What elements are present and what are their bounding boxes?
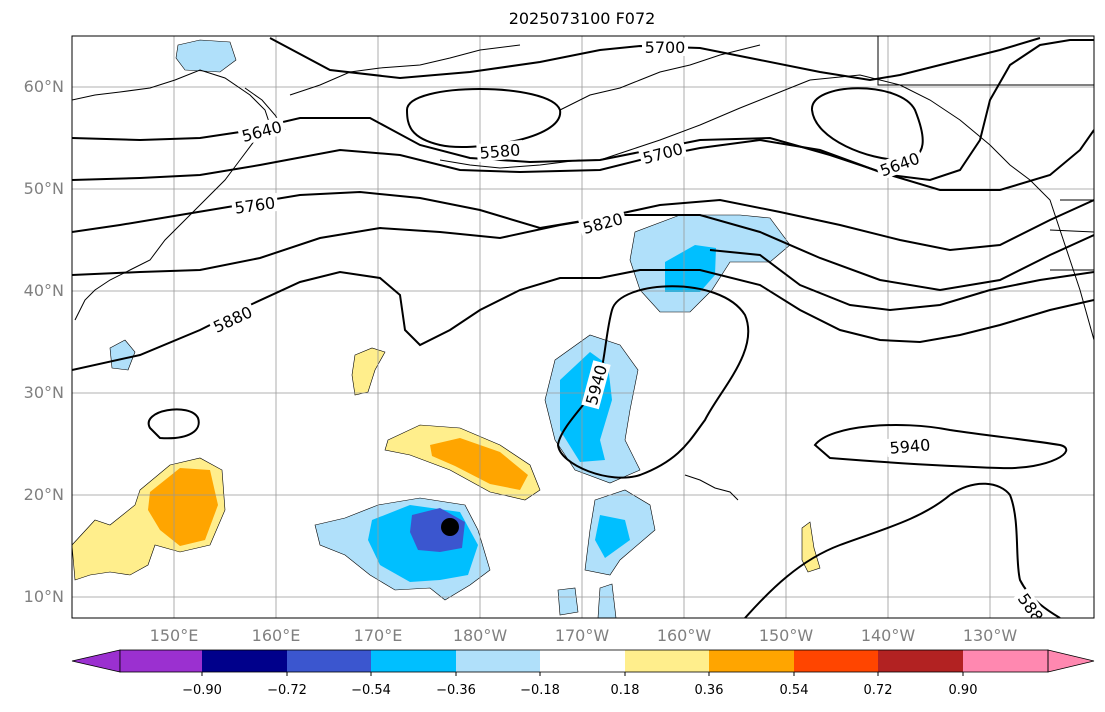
svg-text:5700: 5700: [645, 38, 686, 57]
contour-5880-se: [744, 482, 1061, 618]
anomaly-negative-weak: [597, 583, 617, 618]
latitude-label: 10°N: [23, 587, 64, 606]
longitude-label: 160°W: [656, 626, 712, 645]
coastline-alaska-peninsula: [599, 79, 811, 161]
svg-text:5640: 5640: [240, 117, 284, 146]
contour-label: 5760: [230, 192, 279, 218]
colorbar-tick-label: −0.54: [351, 683, 391, 698]
contour-5880-ne: [709, 249, 1094, 312]
contour-label: 5880: [207, 301, 258, 337]
anomaly-positive-weak: [801, 521, 821, 573]
contour-label: 5580: [476, 140, 524, 163]
longitude-label: 160°E: [251, 626, 301, 645]
colorbar-tick-label: −0.18: [520, 683, 560, 698]
svg-text:5880: 5880: [210, 302, 255, 336]
border-bc: [1049, 229, 1094, 233]
longitude-label: 150°E: [149, 626, 199, 645]
anomaly-negative-mid: [595, 515, 630, 558]
svg-text:5940: 5940: [889, 435, 931, 457]
longitude-label: 170°W: [554, 626, 610, 645]
colorbar-segment: [540, 650, 625, 672]
svg-text:5820: 5820: [581, 209, 625, 238]
contour-5640-east: [810, 87, 924, 162]
contour-5940-east: [813, 424, 1068, 470]
colorbar-tick-label: 0.18: [610, 683, 640, 698]
contour-5580: [405, 88, 562, 148]
contour-label: 5700: [642, 38, 688, 57]
colorbar-segment: [202, 650, 287, 672]
coastlines: [72, 36, 1094, 501]
svg-text:5580: 5580: [479, 140, 521, 162]
anomaly-negative-weak: [557, 587, 579, 616]
longitude-label: 180°W: [452, 626, 508, 645]
anomaly-negative-weak: [109, 339, 136, 371]
longitude-label: 130°W: [962, 626, 1018, 645]
gridlines: [72, 36, 1094, 618]
longitude-label: 140°W: [860, 626, 916, 645]
latitude-label: 30°N: [23, 383, 64, 402]
contour-5880: [72, 269, 1094, 371]
colorbar-segment: [456, 650, 540, 672]
contour-label: 5820: [578, 208, 628, 238]
coastline-hawaii: [684, 474, 739, 501]
colorbar-tick-label: −0.36: [436, 683, 476, 698]
anomaly-negative-mid: [665, 245, 716, 292]
latitude-label: 50°N: [23, 179, 64, 198]
colorbar: [71, 649, 1095, 676]
latitude-label: 40°N: [23, 281, 64, 300]
coastline-asia: [72, 69, 271, 321]
plot-frame: [71, 35, 1095, 619]
colorbar-frame: [119, 649, 1049, 673]
colorbar-segment: [963, 650, 1048, 672]
coastline-aleutians: [439, 159, 581, 169]
colorbar-tick-label: 0.36: [694, 683, 724, 698]
contour-label: 5940: [886, 435, 934, 458]
anomaly-positive-weak: [351, 347, 386, 396]
latitude-label: 60°N: [23, 77, 64, 96]
coastline-alaska-west: [559, 44, 761, 111]
contour-5940-west: [147, 408, 200, 440]
contour-5700: [72, 129, 1094, 191]
colorbar-tick-label: 0.72: [863, 683, 893, 698]
shaded-anomalies: [72, 39, 821, 618]
anomaly-negative-weak: [175, 39, 237, 73]
map-title: 2025073100 F072: [508, 9, 656, 28]
colorbar-segment: [878, 650, 963, 672]
longitude-label: 150°W: [758, 626, 814, 645]
contour-5700-top: [269, 37, 1041, 82]
colorbar-segment: [794, 650, 878, 672]
coastline-chukotka: [289, 44, 521, 96]
colorbar-extend-min: [71, 649, 121, 673]
anomaly-positive-mid: [430, 438, 528, 490]
colorbar-tick-label: 0.54: [779, 683, 809, 698]
colorbar-segment: [709, 650, 794, 672]
contour-label: 588: [1013, 587, 1049, 618]
longitude-label: 170°E: [353, 626, 403, 645]
colorbar-extend-max: [1047, 649, 1095, 673]
colorbar-segment: [371, 650, 456, 672]
contour-label: 5700: [638, 138, 688, 168]
svg-text:5700: 5700: [641, 139, 685, 168]
colorbar-segment: [120, 650, 202, 672]
latitude-label: 20°N: [23, 485, 64, 504]
anomaly-positive-mid: [148, 468, 218, 546]
svg-text:5760: 5760: [233, 193, 276, 217]
coastline-alaska-gulf: [809, 74, 1094, 341]
storm-center-marker: [441, 518, 459, 536]
border-canada: [877, 36, 1094, 86]
contour-label: 5640: [237, 116, 287, 146]
colorbar-segment: [287, 650, 371, 672]
colorbar-tick-label: −0.72: [267, 683, 307, 698]
colorbar-tick-label: 0.90: [948, 683, 978, 698]
colorbar-segment: [625, 650, 709, 672]
colorbar-tick-label: −0.90: [182, 683, 222, 698]
